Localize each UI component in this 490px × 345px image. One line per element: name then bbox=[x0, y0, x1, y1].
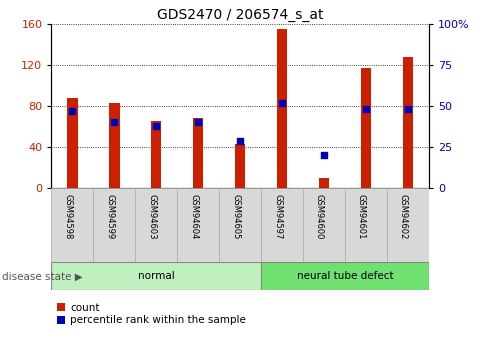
Bar bbox=[94, 188, 135, 262]
Bar bbox=[277, 29, 287, 188]
Text: GSM94597: GSM94597 bbox=[273, 194, 282, 239]
Bar bbox=[261, 262, 429, 290]
Bar bbox=[67, 98, 77, 188]
Bar bbox=[361, 68, 371, 188]
Text: GSM94603: GSM94603 bbox=[147, 194, 156, 239]
Text: GSM94604: GSM94604 bbox=[189, 194, 198, 239]
Bar bbox=[177, 188, 219, 262]
Bar bbox=[109, 103, 120, 188]
Point bbox=[69, 108, 76, 114]
Point bbox=[320, 152, 328, 158]
Point bbox=[278, 100, 286, 106]
Bar bbox=[403, 57, 413, 188]
Point bbox=[404, 107, 412, 112]
Point bbox=[110, 120, 118, 125]
Text: GSM94598: GSM94598 bbox=[63, 194, 73, 239]
Text: GSM94600: GSM94600 bbox=[315, 194, 324, 239]
Text: disease state ▶: disease state ▶ bbox=[2, 272, 83, 281]
Bar bbox=[51, 188, 94, 262]
Bar bbox=[318, 178, 329, 188]
Text: GSM94601: GSM94601 bbox=[357, 194, 366, 239]
Text: normal: normal bbox=[138, 272, 174, 281]
Title: GDS2470 / 206574_s_at: GDS2470 / 206574_s_at bbox=[157, 8, 323, 22]
Bar bbox=[387, 188, 429, 262]
Bar bbox=[345, 188, 387, 262]
Text: GSM94599: GSM94599 bbox=[105, 194, 114, 239]
Point bbox=[194, 120, 202, 125]
Text: GSM94602: GSM94602 bbox=[399, 194, 408, 239]
Bar bbox=[261, 188, 303, 262]
Point bbox=[362, 107, 370, 112]
Point bbox=[152, 123, 160, 128]
Bar bbox=[235, 144, 245, 188]
Bar bbox=[151, 121, 162, 188]
Bar bbox=[135, 188, 177, 262]
Bar bbox=[219, 188, 261, 262]
Text: neural tube defect: neural tube defect bbox=[296, 272, 393, 281]
Bar bbox=[303, 188, 345, 262]
Text: GSM94605: GSM94605 bbox=[231, 194, 240, 239]
Point bbox=[236, 138, 244, 143]
Bar bbox=[193, 118, 203, 188]
Bar bbox=[51, 262, 261, 290]
Legend: count, percentile rank within the sample: count, percentile rank within the sample bbox=[57, 303, 246, 325]
